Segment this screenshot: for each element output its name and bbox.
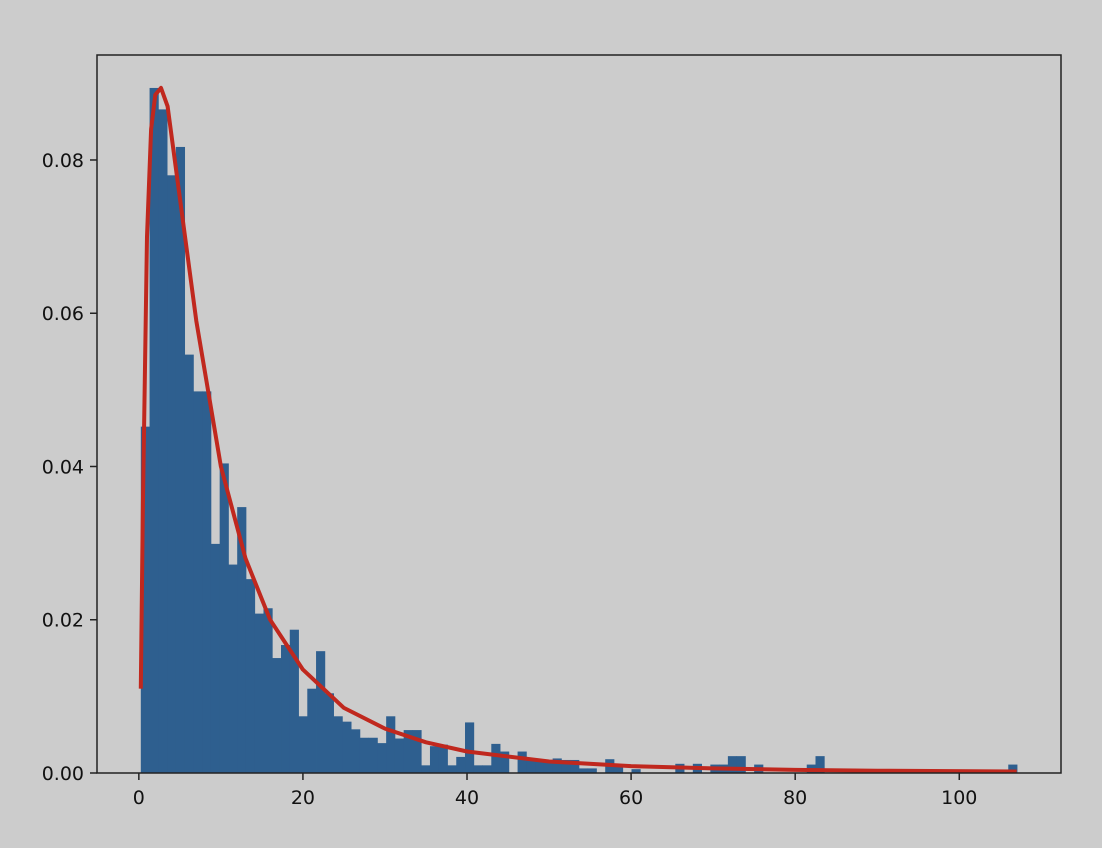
histogram-bar: [167, 175, 177, 773]
histogram-bar: [333, 716, 343, 773]
histogram-bar: [552, 758, 562, 773]
histogram-bar: [149, 87, 159, 774]
histogram-bar: [202, 391, 212, 773]
x-tick-label: 80: [783, 787, 807, 809]
plot-frame: [96, 54, 1062, 774]
histogram-bar: [482, 765, 492, 773]
y-tick-label: 0.08: [42, 150, 84, 172]
histogram-bar: [140, 426, 150, 773]
histogram-bar: [158, 109, 168, 774]
histogram-bar: [386, 716, 396, 773]
histogram-bar: [245, 579, 256, 773]
histogram-bar: [184, 354, 194, 773]
histogram-bar: [613, 766, 624, 773]
histogram-bar: [175, 146, 186, 773]
histogram-bar: [1008, 764, 1018, 773]
histogram-bar: [324, 693, 334, 773]
histogram-bar: [403, 730, 413, 773]
histogram-bar: [228, 564, 238, 773]
histogram-bar: [815, 756, 825, 773]
x-tick-label: 20: [291, 787, 315, 809]
x-tick-label: 100: [941, 787, 977, 809]
histogram-bar: [394, 738, 405, 773]
y-tick-label: 0.04: [42, 456, 84, 478]
histogram-bar: [517, 751, 527, 773]
histogram-bar: [237, 507, 247, 773]
histogram-bar: [535, 759, 545, 773]
x-axis: 0 20 40 60 80 100: [133, 773, 977, 809]
histogram-bar: [578, 768, 589, 773]
fit-curve: [138, 85, 1017, 774]
x-tick-label: 60: [619, 787, 643, 809]
histogram-bar: [631, 769, 641, 773]
histogram-bar: [263, 608, 273, 773]
histogram-bar: [359, 737, 370, 773]
y-axis: 0.00 0.02 0.04 0.06 0.08: [42, 150, 97, 785]
histogram-bar: [526, 759, 536, 773]
histogram-bar: [351, 729, 361, 773]
histogram-bar: [368, 737, 378, 773]
histogram-bar: [570, 759, 580, 773]
histogram-bar: [447, 765, 457, 773]
y-tick-label: 0.02: [42, 610, 84, 632]
histogram-bar: [254, 613, 264, 773]
histogram-bar: [421, 765, 431, 773]
y-tick-label: 0.06: [42, 303, 84, 325]
histogram-bar: [727, 756, 738, 773]
histogram-bars: [140, 87, 1018, 774]
histogram-bar: [342, 721, 352, 773]
histogram-bar: [272, 658, 282, 773]
x-tick-label: 40: [455, 787, 479, 809]
histogram-bar: [210, 543, 221, 773]
histogram-bar: [438, 744, 448, 773]
histogram-bar: [587, 768, 597, 773]
histogram-bar: [473, 765, 483, 773]
histogram-bar: [307, 688, 317, 773]
histogram-bar: [289, 629, 299, 773]
histogram-bar: [412, 730, 422, 773]
histogram-bar: [377, 743, 387, 773]
histogram-bar: [219, 463, 229, 773]
histogram-bar: [193, 391, 203, 773]
histogram-bar: [561, 759, 571, 773]
histogram-bar: [298, 716, 308, 773]
histogram-bar: [429, 746, 440, 773]
histogram-bar: [491, 743, 501, 773]
histogram-bar: [456, 756, 466, 773]
histogram-bar: [543, 759, 554, 773]
histogram-bar: [316, 651, 326, 773]
histogram-bar: [465, 722, 475, 773]
y-tick-label: 0.00: [42, 763, 84, 785]
histogram-bar: [281, 645, 291, 773]
histogram-bar: [736, 756, 746, 773]
histogram-bar: [500, 751, 510, 773]
x-tick-label: 0: [133, 787, 145, 809]
